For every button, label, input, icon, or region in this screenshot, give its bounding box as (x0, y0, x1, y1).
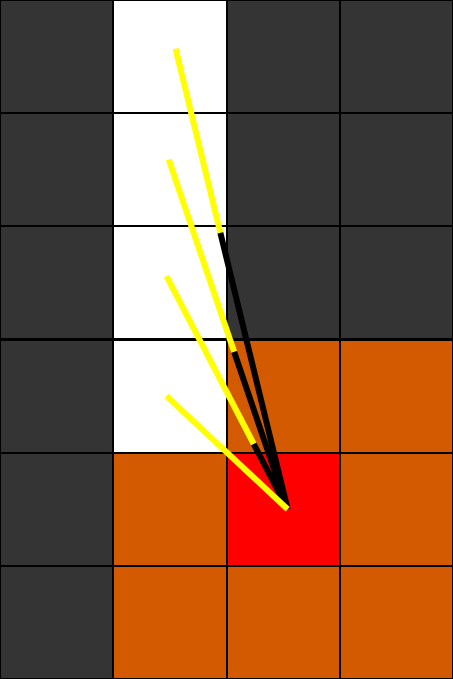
tile-visible-r5-c3[interactable] (339, 565, 453, 679)
tile-open-r3-c1[interactable] (113, 339, 227, 453)
tile-wall-r1-c3[interactable] (339, 113, 453, 227)
tile-visible-r4-c1[interactable] (113, 452, 227, 566)
tile-open-r2-c1[interactable] (113, 226, 227, 340)
tile-open-r1-c1[interactable] (113, 113, 227, 227)
tile-visible-r5-c2[interactable] (226, 565, 340, 679)
tile-wall-r1-c0[interactable] (0, 113, 114, 227)
tile-wall-r3-c0[interactable] (0, 339, 114, 453)
tile-visible-r3-c3[interactable] (339, 339, 453, 453)
tile-visible-r4-c3[interactable] (339, 452, 453, 566)
tile-wall-r2-c0[interactable] (0, 226, 114, 340)
tile-wall-r0-c3[interactable] (339, 0, 453, 114)
tile-wall-r5-c0[interactable] (0, 565, 114, 679)
tile-wall-r0-c2[interactable] (226, 0, 340, 114)
player-tile[interactable] (226, 452, 340, 566)
tile-wall-r1-c2[interactable] (226, 113, 340, 227)
tile-wall-r2-c2[interactable] (226, 226, 340, 340)
tile-wall-r4-c0[interactable] (0, 452, 114, 566)
tile-visible-r3-c2[interactable] (226, 339, 340, 453)
tile-visible-r5-c1[interactable] (113, 565, 227, 679)
tile-open-r0-c1[interactable] (113, 0, 227, 114)
tile-wall-r0-c0[interactable] (0, 0, 114, 114)
tile-wall-r2-c3[interactable] (339, 226, 453, 340)
